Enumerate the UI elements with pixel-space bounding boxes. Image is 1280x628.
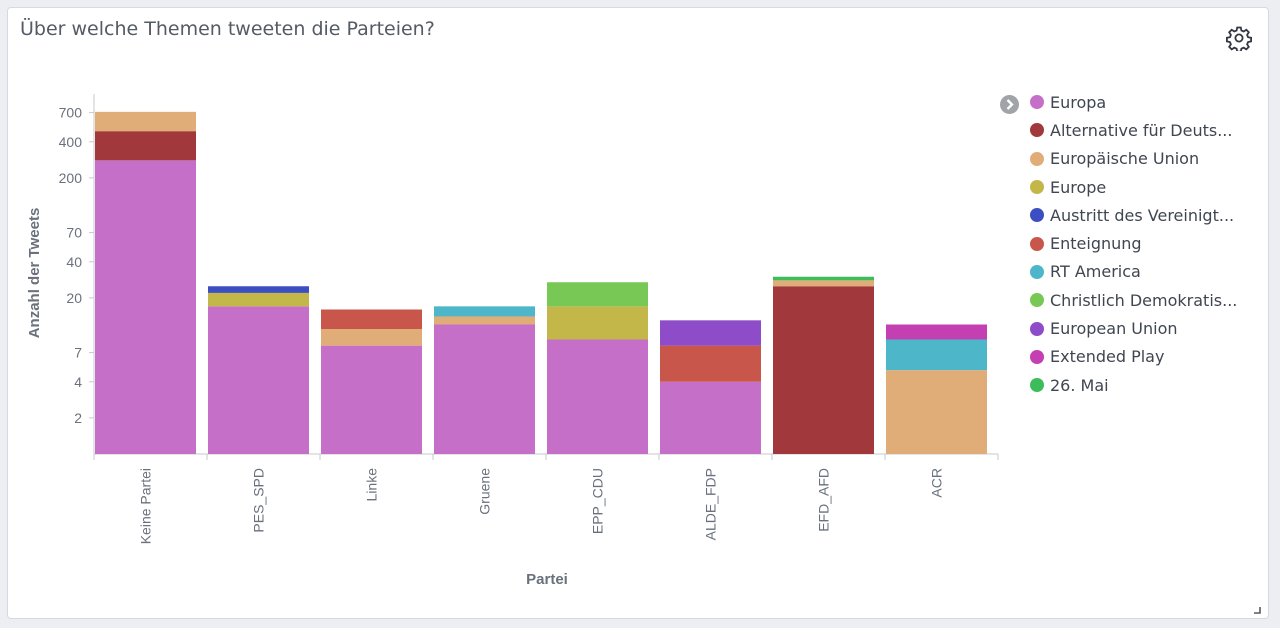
stacked-bar-chart: 2 4 7 20 40 70 200 400 700 Keine Partei PES_SPD Li… <box>26 94 999 588</box>
x-tick-label: Linke <box>364 468 380 502</box>
bar-segment[interactable]: Extended Play: 3 <box>886 324 987 340</box>
legend-item[interactable]: European Union <box>1030 314 1255 342</box>
legend-label: European Union <box>1050 319 1178 339</box>
bar-segment[interactable]: Europäische Union: 5 <box>886 370 987 454</box>
bars: Europa: 280Alternative für Deuts...: 210… <box>95 111 987 454</box>
legend-swatch <box>1030 321 1044 336</box>
bar-segment[interactable]: Europa: 8 <box>321 345 422 454</box>
legend-swatch <box>1030 180 1044 195</box>
x-tick-label: PES_SPD <box>251 468 267 533</box>
x-tick-label: Keine Partei <box>138 468 154 544</box>
bar-segment[interactable]: RT America: 3 <box>434 306 535 317</box>
x-tick-label: EFD_AFD <box>816 468 832 532</box>
legend-item[interactable]: Christlich Demokratis... <box>1030 286 1255 314</box>
legend-item[interactable]: Alternative für Deuts... <box>1030 116 1255 144</box>
legend-item[interactable]: RT America <box>1030 258 1255 286</box>
legend-item[interactable]: Austritt des Vereinigt... <box>1030 201 1255 229</box>
legend-swatch <box>1030 208 1044 223</box>
legend-swatch <box>1030 293 1044 308</box>
bar-segment[interactable]: Europa: 4 <box>660 381 761 454</box>
legend-swatch <box>1030 123 1044 138</box>
x-tick-label: Gruene <box>477 468 493 515</box>
y-tick-label: 4 <box>74 374 82 390</box>
bar-segment[interactable]: Alternative für Deuts...: 25 <box>773 286 874 454</box>
bar-segment[interactable]: Europäische Union: 3 <box>321 329 422 346</box>
legend-swatch <box>1030 151 1044 166</box>
gear-icon[interactable] <box>1225 25 1252 53</box>
bar-segment[interactable]: Europe: 5 <box>208 292 309 307</box>
bar-segment[interactable]: Europa: 12 <box>434 324 535 454</box>
x-axis-label: Partei <box>526 571 568 588</box>
y-tick-label: 200 <box>59 170 83 186</box>
legend-item[interactable]: Enteignung <box>1030 229 1255 257</box>
bar-segment[interactable]: 26. Mai: 2 <box>773 276 874 281</box>
legend-label: Europe <box>1050 177 1107 197</box>
bar-segment[interactable]: Enteignung: 5 <box>321 309 422 330</box>
resize-handle-icon[interactable] <box>1252 600 1262 614</box>
x-tick-label: ALDE_FDP <box>703 468 719 540</box>
chevron-right-icon[interactable] <box>1000 95 1019 114</box>
bar-segment[interactable]: Christlich Demokratis...: 10 <box>547 282 648 307</box>
bar-segment[interactable]: Austritt des Vereinigt...: 3 <box>208 286 309 293</box>
y-tick-label: 40 <box>66 254 82 270</box>
y-tick-label: 400 <box>59 134 83 150</box>
legend-item[interactable]: Europa <box>1030 88 1255 116</box>
y-tick-label: 2 <box>74 410 82 426</box>
y-tick-label: 70 <box>66 225 82 241</box>
legend-swatch <box>1030 264 1044 279</box>
bar-segment[interactable]: Enteignung: 4 <box>660 345 761 382</box>
legend-item[interactable]: Europe <box>1030 173 1255 201</box>
y-tick-label: 20 <box>66 290 82 306</box>
bar-segment[interactable]: Europa: 9 <box>547 339 648 454</box>
panel-title: Über welche Themen tweeten die Parteien? <box>20 18 435 40</box>
y-tick-label: 7 <box>74 345 82 361</box>
bar-segment[interactable]: Europäische Union: 2 <box>434 316 535 325</box>
bar-segment[interactable]: Europe: 8 <box>547 306 648 340</box>
legend-label: Enteignung <box>1050 234 1142 254</box>
legend-item[interactable]: Extended Play <box>1030 343 1255 371</box>
bar-segment[interactable]: Alternative für Deuts...: 210 <box>95 131 196 161</box>
bar-segment[interactable]: RT America: 4 <box>886 339 987 371</box>
legend-label: Christlich Demokratis... <box>1050 290 1238 310</box>
legend-label: Europa <box>1050 92 1107 112</box>
legend-swatch <box>1030 349 1044 364</box>
y-axis: 2 4 7 20 40 70 200 400 700 <box>59 94 95 454</box>
legend-label: 26. Mai <box>1050 375 1109 395</box>
y-tick-label: 700 <box>59 105 83 121</box>
bar-segment[interactable]: Europa: 280 <box>95 160 196 454</box>
bar-segment[interactable]: Europäische Union: 3 <box>773 280 874 287</box>
bar-segment[interactable]: Europa: 17 <box>208 306 309 454</box>
legend-item[interactable]: Europäische Union <box>1030 145 1255 173</box>
x-tick-label: ACR <box>929 468 945 498</box>
y-axis-label: Anzahl der Tweets <box>26 208 43 339</box>
legend-label: Austritt des Vereinigt... <box>1050 205 1235 225</box>
bar-segment[interactable]: Europäische Union: 220 <box>95 111 196 132</box>
x-tick-label: EPP_CDU <box>590 468 606 534</box>
legend-label: Europäische Union <box>1050 149 1200 169</box>
legend-label: Extended Play <box>1050 347 1165 367</box>
x-axis: Keine Partei PES_SPD Linke Gruene EPP_CDU ALD… <box>93 453 999 544</box>
legend-label: Alternative für Deuts... <box>1050 120 1233 140</box>
legend-swatch <box>1030 236 1044 251</box>
bar-segment[interactable]: European Union: 5 <box>660 320 761 346</box>
legend-label: RT America <box>1050 262 1141 282</box>
legend-list: Europa Alternative für Deuts... Europäisch… <box>1030 88 1255 399</box>
legend-swatch <box>1030 378 1044 393</box>
legend-swatch <box>1030 95 1044 110</box>
legend-item[interactable]: 26. Mai <box>1030 371 1255 399</box>
